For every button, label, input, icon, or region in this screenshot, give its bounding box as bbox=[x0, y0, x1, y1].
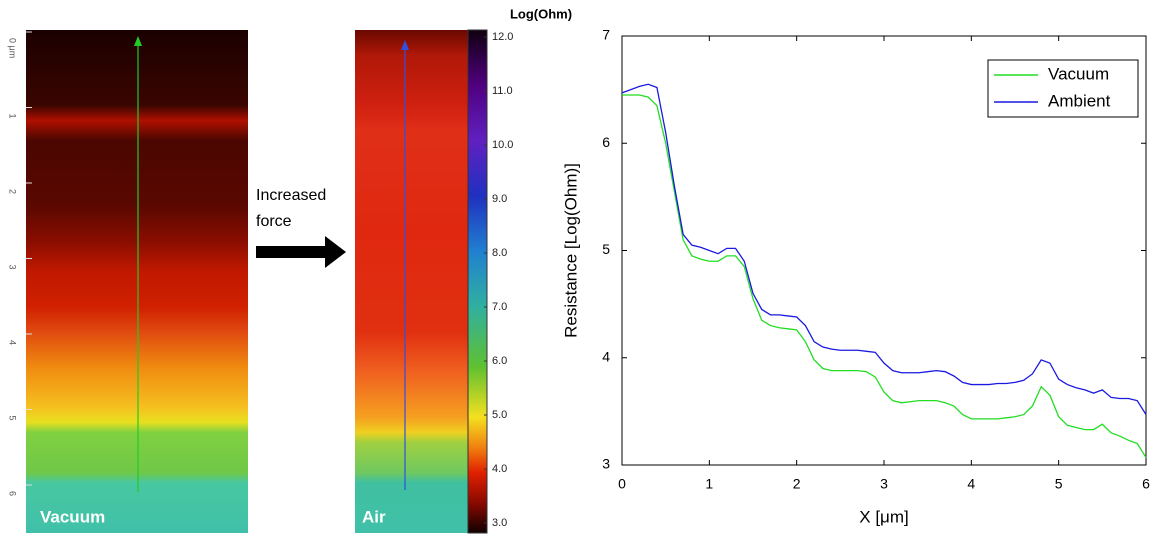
y-tick-label: 4 bbox=[602, 348, 610, 364]
y-tick-label: 7 bbox=[602, 27, 610, 43]
x-axis-label: X [μm] bbox=[859, 507, 908, 526]
panel-label: Air bbox=[362, 507, 386, 526]
x-tick-label: 5 bbox=[1055, 476, 1063, 492]
line bbox=[621, 83, 1147, 415]
scan-arrow bbox=[401, 40, 409, 50]
colorbar-tick-label: 9.0 bbox=[492, 193, 507, 205]
depth-tick-label: 5 bbox=[8, 416, 18, 421]
vacuum-map bbox=[26, 30, 248, 533]
line bbox=[622, 94, 1147, 458]
legend-label: Vacuum bbox=[1048, 64, 1109, 83]
x-tick-label: 0 bbox=[618, 476, 626, 492]
y-tick-label: 6 bbox=[602, 134, 610, 150]
depth-tick-label: 3 bbox=[8, 265, 18, 270]
force-arrow bbox=[256, 236, 346, 268]
x-tick-label: 1 bbox=[705, 476, 713, 492]
y-axis-label: Resistance [Log(Ohm)] bbox=[561, 163, 580, 338]
colorbar-tick-label: 3.0 bbox=[492, 517, 507, 529]
depth-tick-label: 4 bbox=[8, 340, 18, 345]
colorbar-tick-label: 4.0 bbox=[492, 463, 507, 475]
air-map bbox=[355, 30, 468, 533]
y-tick-label: 5 bbox=[602, 241, 610, 257]
colorbar-tick-label: 7.0 bbox=[492, 301, 507, 313]
y-tick-label: 3 bbox=[602, 456, 610, 472]
colorbar-tick-label: 6.0 bbox=[492, 355, 507, 367]
colorbar-tick-label: 5.0 bbox=[492, 409, 507, 421]
x-tick-label: 4 bbox=[967, 476, 975, 492]
x-tick-label: 6 bbox=[1142, 476, 1150, 492]
scan-arrow bbox=[134, 36, 142, 46]
legend-box bbox=[987, 59, 1139, 118]
panel-label: Vacuum bbox=[40, 507, 105, 526]
x-tick-label: 2 bbox=[793, 476, 801, 492]
colorbar-tick-label: 8.0 bbox=[492, 247, 507, 259]
arrow-caption: Increased force bbox=[256, 187, 327, 230]
legend-label: Ambient bbox=[1048, 91, 1111, 110]
colorbar-tick-label: 12.0 bbox=[492, 31, 513, 43]
depth-tick-label: 6 bbox=[8, 491, 18, 496]
colorbar-tick-label: 10.0 bbox=[492, 139, 513, 151]
depth-tick-label: 1 bbox=[8, 114, 18, 119]
x-tick-label: 3 bbox=[880, 476, 888, 492]
colorbar-title: Log(Ohm) bbox=[510, 6, 572, 21]
arrow-caption-box: Increased force bbox=[256, 187, 327, 230]
depth-tick-label: 0 μm bbox=[8, 38, 18, 58]
colorbar bbox=[467, 29, 488, 534]
depth-tick-label: 2 bbox=[8, 189, 18, 194]
colorbar-tick-label: 11.0 bbox=[492, 85, 513, 97]
